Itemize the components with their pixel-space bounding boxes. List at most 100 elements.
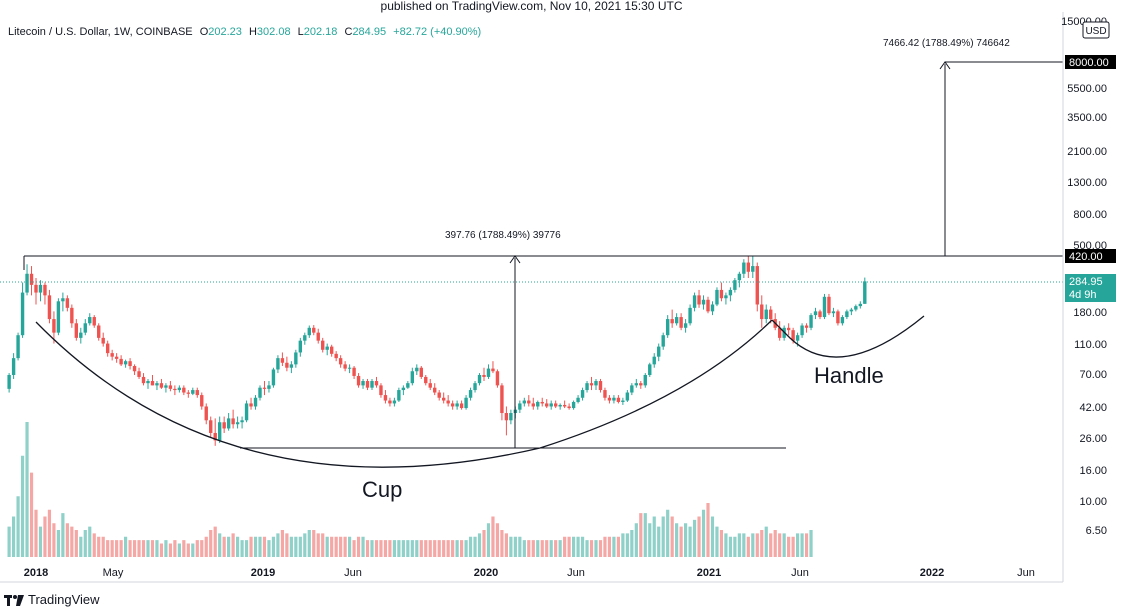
volume-bar: [406, 540, 410, 557]
volume-bar: [778, 533, 782, 557]
volume-bar: [567, 536, 571, 557]
volume-bar: [316, 533, 320, 557]
candle-body: [643, 374, 647, 386]
volume-bar: [97, 536, 101, 557]
candle-body: [450, 403, 455, 407]
volume-bar: [804, 533, 809, 557]
volume-bar: [589, 540, 594, 557]
candle-body: [657, 346, 661, 357]
legend-change: +82.72 (+40.90%): [393, 26, 482, 38]
volume-bar: [652, 516, 656, 557]
candle-body: [863, 281, 867, 304]
candle-body: [531, 403, 535, 407]
volume-bar: [545, 540, 549, 557]
volume-bar: [495, 523, 500, 557]
volume-bar: [374, 540, 379, 557]
candle-body: [25, 273, 29, 293]
legend-low-label: L: [297, 26, 304, 38]
legend-high-label: H: [248, 26, 257, 38]
volume-bar: [155, 540, 159, 557]
volume-bar: [509, 536, 513, 557]
volume-bar: [594, 540, 598, 557]
volume-bar: [675, 523, 679, 557]
candle-body: [791, 330, 795, 341]
volume-bar: [531, 540, 535, 557]
candle-body: [325, 346, 329, 350]
volume-bar: [415, 540, 419, 557]
candle-body: [692, 295, 697, 308]
candle-body: [652, 356, 656, 365]
candle-body: [585, 383, 589, 391]
volume-bar: [83, 530, 87, 557]
volume-bar: [303, 533, 307, 557]
candle-body: [177, 387, 182, 391]
volume-bar: [549, 540, 553, 557]
volume-bar: [92, 533, 96, 557]
volume-bar: [688, 526, 692, 557]
level-price-label: [1065, 249, 1116, 263]
candle-body: [670, 319, 674, 324]
candle-body: [809, 315, 813, 328]
candle-body: [477, 374, 482, 384]
candle-body: [813, 311, 818, 316]
candle-body: [849, 309, 854, 312]
candle-body: [854, 306, 858, 310]
volume-bar: [563, 536, 567, 557]
volume-bar: [428, 540, 432, 557]
volume-bar: [621, 533, 625, 557]
candle-body: [818, 311, 822, 318]
volume-bar: [728, 536, 732, 557]
candle-body: [840, 317, 845, 324]
chart-legend: Litecoin / U.S. Dollar, 1W, COINBASE O20…: [8, 26, 481, 38]
candle-body: [486, 368, 491, 377]
candle-body: [16, 335, 20, 359]
volume-bar: [486, 523, 491, 557]
time-tick-label: 2020: [474, 567, 498, 579]
candle-body: [191, 390, 195, 394]
volume-bar: [782, 533, 786, 557]
volume-bar: [47, 509, 52, 557]
volume-bar: [764, 526, 768, 557]
candle-body: [665, 319, 670, 336]
legend-low-value: 202.18: [303, 26, 338, 38]
candle-body: [639, 383, 643, 386]
volume-bar: [733, 536, 737, 557]
volume-bar: [468, 536, 473, 557]
candle-body: [83, 323, 87, 333]
volume-bar: [639, 513, 643, 557]
candle-body: [231, 418, 235, 425]
candle-body: [321, 340, 325, 350]
volume-bar: [625, 533, 629, 557]
candle-body: [473, 383, 477, 391]
candle-body: [20, 292, 25, 336]
volume-bar: [70, 526, 74, 557]
candle-body: [764, 309, 768, 320]
volume-bar: [339, 536, 343, 557]
volume-bar: [88, 526, 92, 557]
current-price-label-text: 4d 9h: [1069, 289, 1097, 301]
volume-bar: [527, 540, 531, 557]
candle-body: [253, 397, 258, 407]
candle-body: [786, 327, 791, 331]
candle-body: [383, 395, 388, 401]
tradingview-footer[interactable]: TradingView: [4, 592, 100, 607]
volume-bar: [746, 536, 750, 557]
candle-body: [105, 343, 110, 354]
volume-bar: [522, 540, 526, 557]
candle-body: [47, 295, 52, 320]
measure-2-label: 7466.42 (1788.49%) 746642: [883, 38, 1010, 49]
candle-body: [724, 295, 728, 299]
candle-body: [612, 397, 616, 401]
volume-bar: [361, 536, 365, 557]
price-tick-label: 180.00: [1073, 307, 1107, 319]
volume-bar: [325, 536, 329, 557]
candle-body: [858, 303, 863, 307]
candle-body: [289, 364, 294, 368]
volume-bar: [580, 536, 585, 557]
candle-body: [733, 280, 737, 290]
volume-bar: [186, 543, 190, 557]
candle-body: [213, 432, 217, 441]
candle-body: [845, 311, 849, 318]
volume-bar: [267, 540, 271, 557]
